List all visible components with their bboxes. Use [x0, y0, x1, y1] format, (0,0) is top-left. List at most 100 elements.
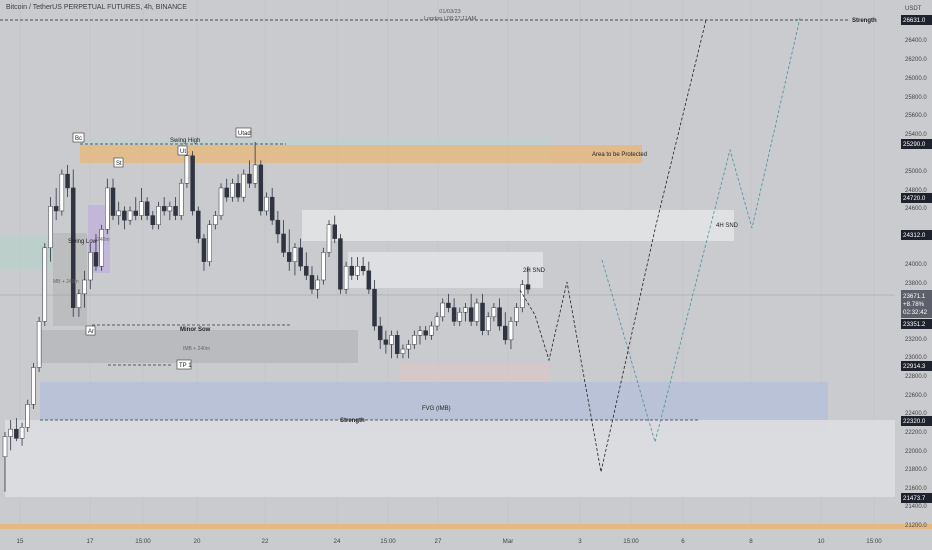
- candle-body: [395, 335, 400, 354]
- candle-body: [417, 330, 423, 336]
- candle-body: [264, 196, 269, 212]
- candle-body: [275, 219, 281, 235]
- session-date: 01/03/23: [439, 9, 461, 15]
- bottom-orange-band: [0, 524, 932, 529]
- candle-body: [360, 265, 366, 272]
- badge-24720-bg: [901, 193, 932, 203]
- tag-tp1: TP 1: [179, 363, 192, 369]
- candle-body: [309, 275, 315, 290]
- price-tick: 25800.0: [905, 95, 927, 101]
- candle-body: [491, 307, 497, 318]
- candle-body: [59, 173, 65, 212]
- price-tick: 22400.0: [905, 411, 927, 417]
- candle-body: [406, 344, 411, 350]
- badge-strength-top: 26631.0: [903, 17, 926, 24]
- small-pink-zone: [400, 364, 550, 382]
- badge-22320-bg: [901, 416, 932, 426]
- badge-22320: 22320.0: [903, 418, 926, 425]
- candle-body: [463, 307, 468, 313]
- badge-22914-bg: [901, 361, 932, 371]
- candle-body: [178, 183, 184, 216]
- swing-low-label: Swing Low: [68, 239, 98, 245]
- snd-4h-zone: [302, 210, 734, 241]
- candle-body: [230, 183, 235, 198]
- candle-body: [304, 265, 309, 276]
- candle-body: [201, 238, 207, 262]
- imb-zone: [40, 330, 358, 363]
- time-label: 22: [262, 538, 269, 545]
- price-tick: 25400.0: [905, 132, 927, 138]
- candle-body: [207, 224, 212, 262]
- badge-protected: 25290.0: [903, 141, 926, 148]
- candle-body: [88, 252, 93, 281]
- tag-bc: Bc: [75, 136, 82, 142]
- tag-tp1-box: [176, 359, 192, 370]
- badge-current-pct: +8.78%: [903, 301, 925, 308]
- price-tick: 22800.0: [905, 374, 927, 380]
- candle-body: [321, 252, 326, 281]
- ob-left-label: MB + 240m: [53, 279, 79, 285]
- candle-body: [161, 206, 167, 212]
- time-label: 15:00: [866, 538, 882, 545]
- time-label: 15:00: [623, 538, 639, 545]
- badge-current-bg: [901, 290, 932, 318]
- candle-body: [173, 206, 178, 216]
- candle-body: [377, 325, 383, 341]
- tag-bc-box: [72, 132, 85, 143]
- tag-ar-box: [85, 325, 96, 336]
- candle-body: [150, 215, 156, 226]
- candle-body: [332, 224, 337, 239]
- time-label: Mar: [503, 538, 514, 545]
- time-label: 17: [87, 538, 94, 545]
- candle-body: [105, 187, 110, 230]
- candle-body: [218, 187, 224, 216]
- candle-body: [497, 307, 502, 327]
- candle-body: [122, 210, 127, 221]
- tag-st-box: [113, 157, 124, 168]
- tag-st: St: [116, 161, 122, 167]
- forecast-path-black: [519, 19, 707, 473]
- protected-zone: [80, 145, 642, 163]
- candle-body: [25, 404, 30, 428]
- candle-body: [286, 252, 292, 262]
- candle-body: [42, 247, 48, 322]
- zones: [0, 19, 932, 529]
- forecast-paths: [519, 17, 801, 473]
- candle-body: [241, 173, 247, 198]
- candle-body: [8, 428, 13, 437]
- price-tick: 22200.0: [905, 430, 927, 436]
- candle-body: [65, 173, 70, 189]
- candle-body: [110, 187, 116, 216]
- tag-utad-box: [235, 127, 252, 138]
- time-label: 8: [749, 538, 753, 545]
- session-time: London | 08:27:11AM: [423, 16, 477, 22]
- time-label: 15:00: [135, 538, 151, 545]
- time-label: 3: [578, 538, 582, 545]
- price-tick: 24600.0: [905, 206, 927, 212]
- badge-23351: 23351.2: [903, 321, 926, 328]
- candle-body: [19, 427, 25, 439]
- time-label: 6: [681, 538, 685, 545]
- price-tick: 25600.0: [905, 113, 927, 119]
- candle-body: [213, 215, 218, 226]
- candle-body: [525, 284, 531, 290]
- candle-body: [281, 233, 286, 253]
- price-tick: 23000.0: [905, 355, 927, 361]
- fvg-label: FVG (IMB): [422, 406, 451, 412]
- candle-body: [429, 325, 434, 336]
- price-tick: 26400.0: [905, 38, 927, 44]
- candle-body: [480, 302, 485, 331]
- imb-label: IMB + 240m: [183, 346, 210, 352]
- candle-body: [400, 348, 406, 354]
- candle-body: [258, 164, 264, 212]
- candle-body: [127, 210, 133, 221]
- price-tick: 21800.0: [905, 467, 927, 473]
- candle-body: [36, 321, 42, 368]
- price-tick: 22000.0: [905, 449, 927, 455]
- time-label: 15:00: [380, 538, 396, 545]
- price-tick: 24800.0: [905, 188, 927, 194]
- badge-22914: 22914.3: [903, 363, 926, 370]
- strength-low-label: Strength: [340, 418, 365, 424]
- tag-ar: Ar: [88, 329, 94, 335]
